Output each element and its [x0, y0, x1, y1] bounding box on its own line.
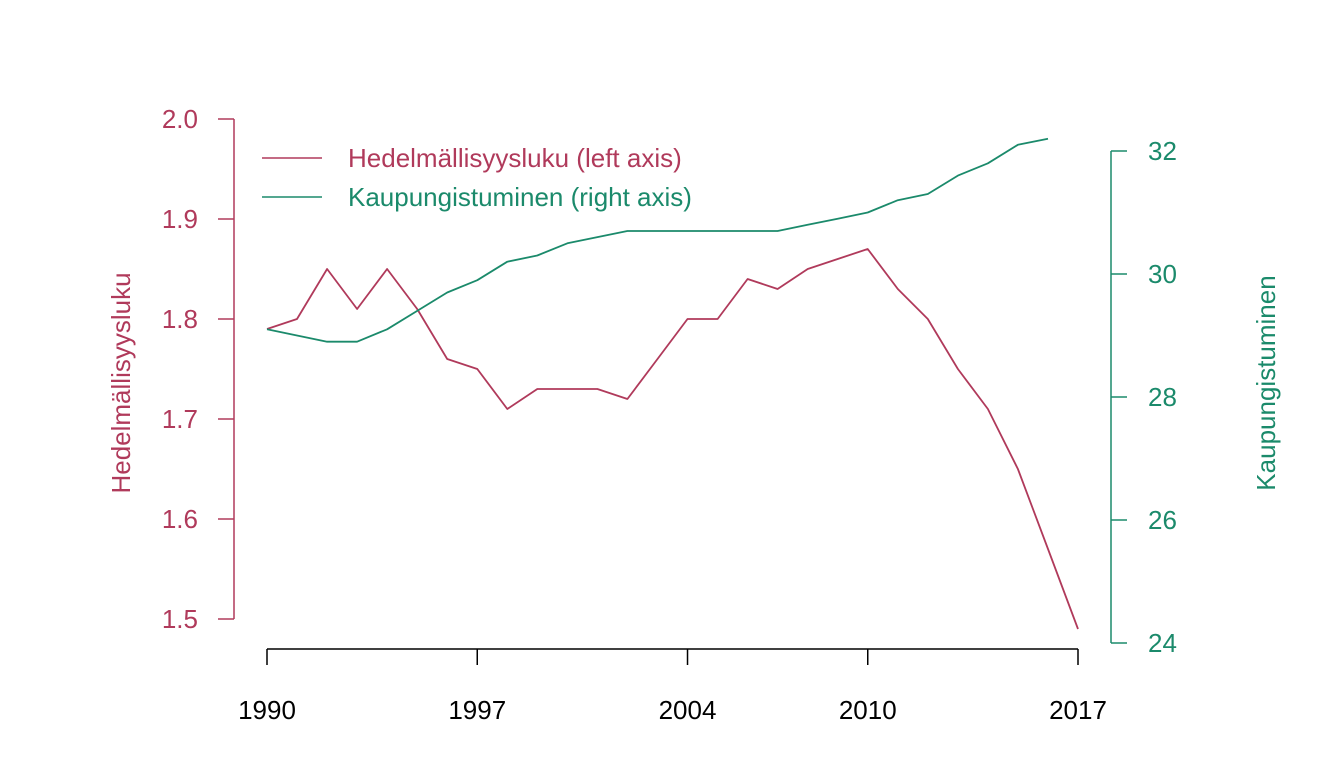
series-line-hedelmällisyysluku: [266, 248, 1079, 630]
data-point-kaupungistuminen-2007: [777, 230, 779, 232]
data-point-hedelmällisyysluku-2008: [807, 268, 809, 270]
left-tick-label-2: 1.8: [162, 304, 198, 334]
data-point-hedelmällisyysluku-2006: [747, 278, 749, 280]
data-point-kaupungistuminen-2001: [596, 236, 598, 238]
data-point-hedelmällisyysluku-1997: [476, 368, 478, 370]
data-point-hedelmällisyysluku-2012: [927, 318, 929, 320]
x-tick-label-1: 1997: [448, 695, 506, 725]
right-tick-label-3: 26: [1148, 505, 1177, 535]
left-tick-label-1: 1.9: [162, 204, 198, 234]
data-point-kaupungistuminen-2002: [626, 230, 628, 232]
data-point-kaupungistuminen-2004: [687, 230, 689, 232]
data-point-kaupungistuminen-2013: [957, 175, 959, 177]
data-point-hedelmällisyysluku-2004: [687, 318, 689, 320]
data-point-hedelmällisyysluku-2001: [596, 388, 598, 390]
data-point-hedelmällisyysluku-2015: [1017, 468, 1019, 470]
right-tick-label-2: 28: [1148, 382, 1177, 412]
data-point-kaupungistuminen-1991: [296, 335, 298, 337]
data-point-hedelmällisyysluku-1998: [506, 408, 508, 410]
data-point-kaupungistuminen-1998: [506, 261, 508, 263]
left-axis-ticks: 2.0 1.9 1.8 1.7 1.6 1.5: [162, 104, 234, 634]
data-point-hedelmällisyysluku-1992: [326, 268, 328, 270]
data-point-hedelmällisyysluku-2011: [897, 288, 899, 290]
left-tick-label-5: 1.5: [162, 604, 198, 634]
data-point-hedelmällisyysluku-2005: [717, 318, 719, 320]
data-point-hedelmällisyysluku-1996: [446, 358, 448, 360]
series-line-kaupungistuminen: [266, 137, 1049, 343]
x-tick-label-2: 2004: [659, 695, 717, 725]
data-point-kaupungistuminen-2015: [1017, 144, 1019, 146]
left-axis-title: Hedelmällisyysluku: [106, 272, 136, 493]
legend-label-kaupungistuminen: Kaupungistuminen (right axis): [348, 182, 692, 212]
x-tick-label-3: 2010: [839, 695, 897, 725]
x-tick-label-4: 2017: [1049, 695, 1107, 725]
legend: Hedelmällisyysluku (left axis) Kaupungis…: [262, 143, 692, 212]
data-point-hedelmällisyysluku-2016: [1047, 548, 1049, 550]
data-point-kaupungistuminen-1992: [326, 341, 328, 343]
data-point-kaupungistuminen-2010: [867, 212, 869, 214]
data-point-kaupungistuminen-2006: [747, 230, 749, 232]
data-point-kaupungistuminen-2003: [656, 230, 658, 232]
right-axis-title: Kaupungistuminen: [1251, 275, 1281, 490]
data-point-kaupungistuminen-2008: [807, 224, 809, 226]
data-point-kaupungistuminen-2009: [837, 218, 839, 220]
data-point-kaupungistuminen-2005: [717, 230, 719, 232]
left-tick-label-4: 1.6: [162, 504, 198, 534]
data-point-hedelmällisyysluku-2010: [867, 248, 869, 250]
data-point-kaupungistuminen-1999: [536, 255, 538, 257]
data-point-kaupungistuminen-1997: [476, 279, 478, 281]
data-point-hedelmällisyysluku-1993: [356, 308, 358, 310]
x-axis-ticks: 1990 1997 2004 2010 2017: [238, 649, 1107, 725]
data-point-hedelmällisyysluku-1999: [536, 388, 538, 390]
data-point-kaupungistuminen-2012: [927, 193, 929, 195]
legend-label-hedelmallisyysluku: Hedelmällisyysluku (left axis): [348, 143, 682, 173]
data-point-hedelmällisyysluku-2013: [957, 368, 959, 370]
data-point-hedelmällisyysluku-1994: [386, 268, 388, 270]
data-point-hedelmällisyysluku-1991: [296, 318, 298, 320]
data-point-kaupungistuminen-2000: [566, 242, 568, 244]
data-point-hedelmällisyysluku-2014: [987, 408, 989, 410]
data-point-kaupungistuminen-1996: [446, 291, 448, 293]
left-tick-label-0: 2.0: [162, 104, 198, 134]
data-point-kaupungistuminen-1990: [266, 328, 268, 330]
right-tick-label-1: 30: [1148, 259, 1177, 289]
data-point-kaupungistuminen-2016: [1047, 138, 1049, 140]
right-tick-label-4: 24: [1148, 628, 1177, 658]
x-tick-label-0: 1990: [238, 695, 296, 725]
data-point-kaupungistuminen-2014: [987, 162, 989, 164]
right-tick-label-0: 32: [1148, 136, 1177, 166]
data-point-kaupungistuminen-1995: [416, 310, 418, 312]
data-point-hedelmällisyysluku-2000: [566, 388, 568, 390]
data-point-kaupungistuminen-1994: [386, 328, 388, 330]
data-point-kaupungistuminen-2011: [897, 199, 899, 201]
data-point-hedelmällisyysluku-2002: [626, 398, 628, 400]
data-point-hedelmällisyysluku-2017: [1077, 628, 1079, 630]
left-tick-label-3: 1.7: [162, 404, 198, 434]
data-point-hedelmällisyysluku-2003: [656, 358, 658, 360]
right-axis-ticks: 32 30 28 26 24: [1111, 136, 1177, 658]
series-group: [266, 137, 1079, 630]
data-point-hedelmällisyysluku-2007: [777, 288, 779, 290]
data-point-hedelmällisyysluku-2009: [837, 258, 839, 260]
data-point-kaupungistuminen-1993: [356, 341, 358, 343]
